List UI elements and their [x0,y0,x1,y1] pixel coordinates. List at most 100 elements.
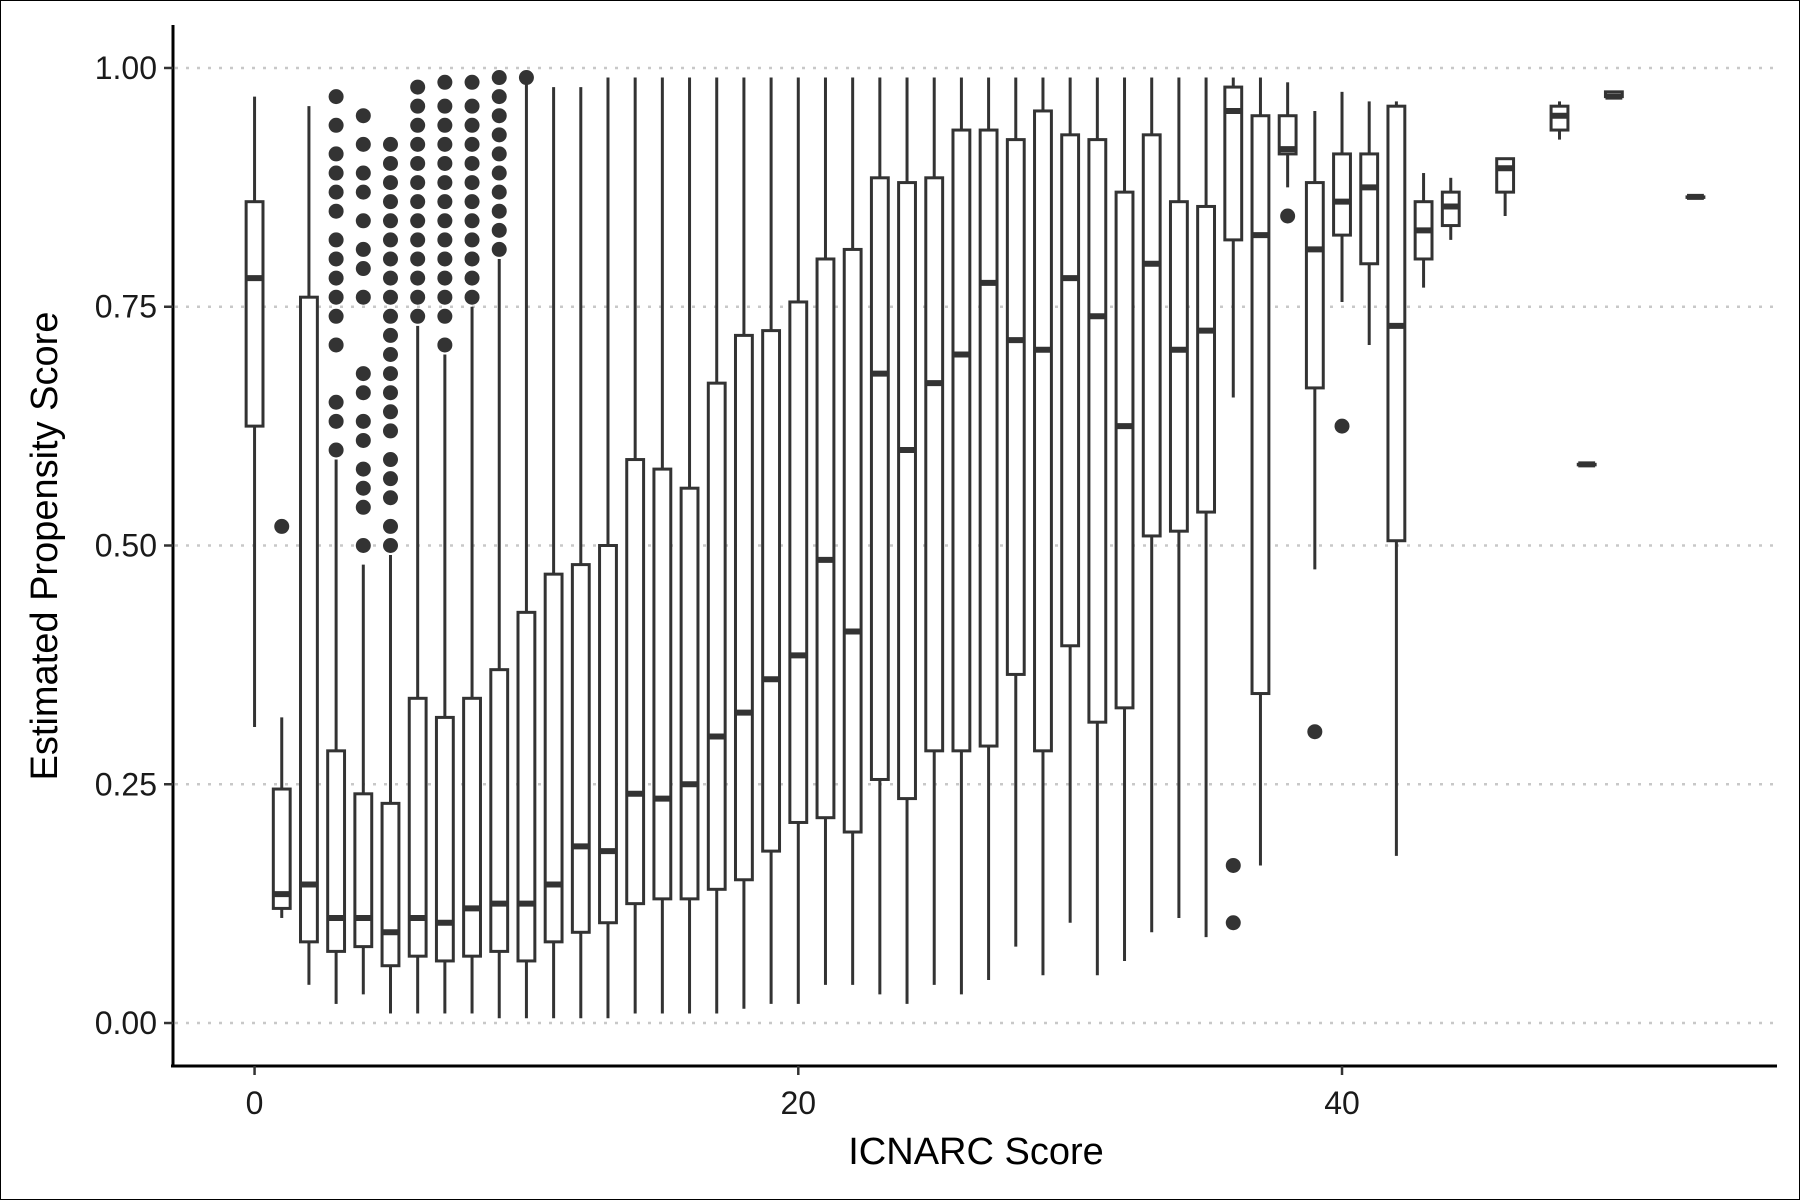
box [434,715,455,963]
box [570,563,591,934]
outlier-point [328,184,344,200]
box-group-21 [815,77,836,985]
outlier-point [410,213,426,229]
y-tick-label: 0.25 [95,766,157,802]
box-group-25 [924,77,945,985]
outlier-point [1334,418,1350,434]
box [299,295,319,944]
box-group-8 [462,74,482,1014]
outlier-point [464,155,480,171]
outlier-point [410,98,426,114]
outlier-point [382,538,398,553]
box-group-2 [299,106,319,985]
outlier-point [382,308,398,324]
outlier-point [464,136,480,152]
outlier-point [491,203,507,219]
box [869,176,890,781]
outlier-point [355,538,371,553]
outlier-point [382,404,398,420]
outlier-point [464,289,480,305]
box-group-5 [380,136,401,1014]
box [598,544,618,925]
outlier-point [491,184,507,200]
box-group-10 [516,70,537,1019]
box [489,668,510,953]
box-group-50 [1603,90,1624,100]
outlier-point [328,117,344,133]
box-group-22 [842,77,863,985]
outlier-point [382,136,398,152]
box-group-39 [1304,110,1325,740]
box-group-36 [1223,77,1244,931]
box-group-3 [326,89,347,1004]
outlier-point [355,385,371,401]
outlier-point [355,366,371,382]
box [543,572,564,944]
x-axis-title: ICNARC Score [848,1131,1104,1173]
box [1250,114,1271,696]
outlier-point [355,184,371,200]
box-group-13 [598,77,618,1019]
outlier-point [464,194,480,210]
outlier-point [437,98,453,114]
box-group-42 [1386,101,1407,856]
outlier-point [410,175,426,191]
box [1223,85,1244,242]
box-group-41 [1359,101,1380,345]
box-group-28 [1005,77,1026,947]
box-group-24 [897,77,917,1004]
outlier-point [355,261,371,277]
box [897,181,917,801]
box [1087,138,1108,724]
outlier-point [518,70,534,86]
outlier-point [464,117,480,133]
outlier-point [1225,857,1241,873]
outlier-point [464,232,480,248]
box [353,792,374,949]
box-group-19 [761,77,782,1004]
y-axis-title: Estimated Propensity Score [24,312,66,781]
box [815,257,836,820]
outlier-point [437,74,453,90]
box [1141,133,1162,538]
outlier-point [382,471,398,487]
outlier-point [382,155,398,171]
box [733,333,754,882]
outlier-point [382,175,398,191]
outlier-point [491,222,507,238]
outlier-point [382,270,398,286]
outlier-point [328,413,344,429]
box [1359,152,1380,266]
outlier-point [437,194,453,210]
outlier-point [382,385,398,401]
box-group-1 [271,518,292,918]
box-group-20 [788,77,809,1004]
x-tick-label: 20 [780,1085,816,1121]
box [788,300,809,824]
outlier-point [437,289,453,305]
box [706,381,727,891]
outlier-point [328,203,344,219]
box-group-12 [570,87,591,1019]
box [1005,138,1026,676]
outlier-point [491,127,507,143]
outlier-point [464,74,480,90]
box [679,486,700,901]
box [1196,204,1217,514]
outlier-point [491,241,507,257]
outlier-point [355,108,371,124]
box-group-38 [1277,82,1298,224]
box [380,801,401,968]
box [1060,133,1081,648]
box-group-7 [434,74,455,1014]
outlier-point [355,213,371,229]
box [1033,109,1053,753]
box [516,610,537,963]
box-group-4 [353,108,374,995]
box-group-15 [652,77,673,1014]
outlier-point [437,232,453,248]
outlier-point [410,270,426,286]
outlier-point [355,413,371,429]
outlier-point [382,289,398,305]
